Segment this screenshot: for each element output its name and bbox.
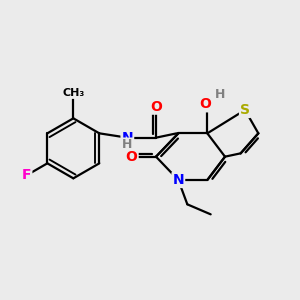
Text: S: S [240,103,250,117]
Text: O: O [200,97,212,111]
Text: H: H [215,88,225,101]
Text: H: H [122,139,133,152]
Text: N: N [122,131,133,145]
Text: CH₃: CH₃ [62,88,85,98]
Text: N: N [172,173,184,187]
Text: O: O [150,100,162,114]
Text: F: F [22,168,31,182]
Text: O: O [126,150,138,164]
